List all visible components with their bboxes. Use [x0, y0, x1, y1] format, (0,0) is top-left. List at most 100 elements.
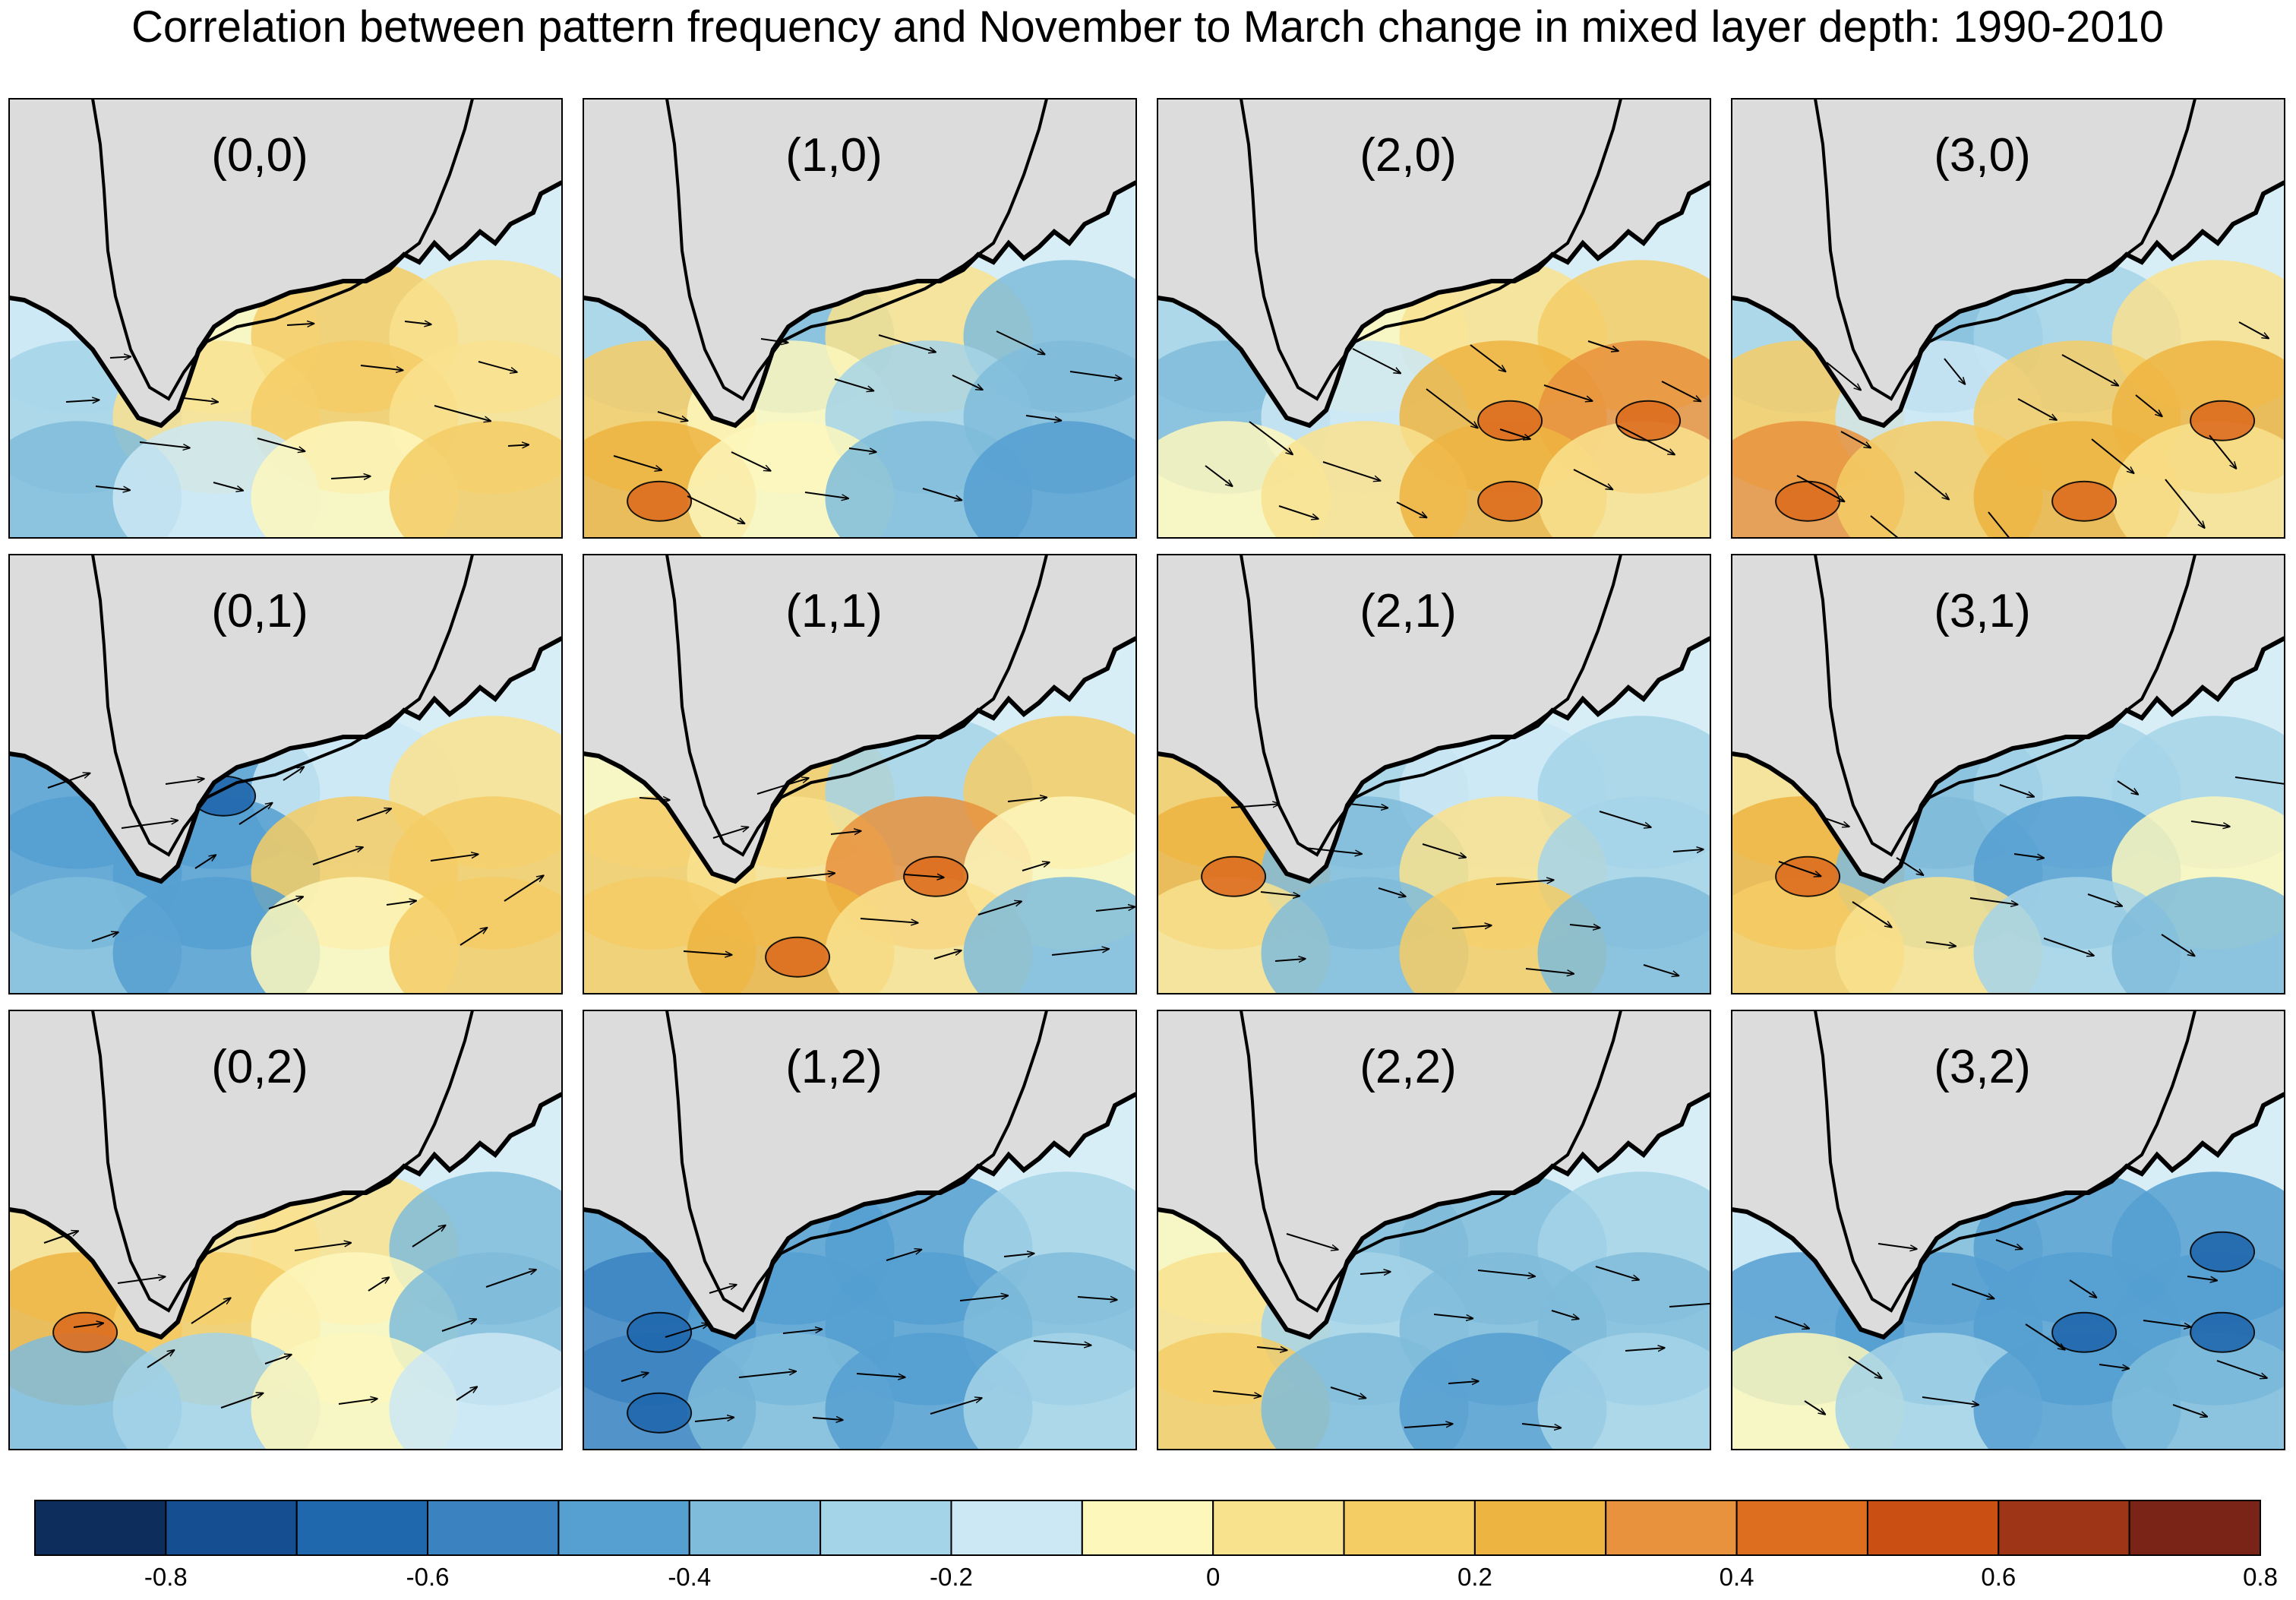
wind-arrow [1595, 1266, 1639, 1280]
colorbar-swatch [1081, 1500, 1214, 1556]
panel-label: (1,1) [785, 585, 882, 637]
wind-arrow [1521, 1423, 1561, 1428]
colorbar-tick-label: -0.4 [668, 1563, 711, 1591]
coastline [583, 636, 1136, 884]
panel-label: (0,0) [211, 129, 308, 182]
map-panel: (2,1) [1157, 554, 1711, 994]
map-panel: (0,2) [8, 1010, 563, 1450]
map-content [9, 555, 562, 994]
map-panel: (2,2) [1157, 1010, 1711, 1450]
map-content [1732, 555, 2285, 994]
map-panel: (2,0) [1157, 98, 1711, 539]
panel-label: (1,0) [785, 129, 882, 182]
correlation-patch [1537, 877, 1710, 994]
wind-arrow [1426, 388, 1478, 428]
wind-arrow [2043, 938, 2094, 956]
colorbar-swatch [1998, 1500, 2130, 1556]
wind-arrow [1212, 1390, 1261, 1396]
wind-arrow [65, 400, 99, 402]
panel-border [8, 98, 563, 539]
significance-contour [765, 936, 831, 978]
wind-arrow [2117, 780, 2138, 795]
wind-arrow [1003, 1254, 1034, 1257]
coastline-inner [665, 555, 1048, 857]
colorbar-swatch [1605, 1500, 1738, 1556]
wind-arrow [1278, 505, 1319, 519]
colorbar-tick-label: -0.2 [930, 1563, 973, 1591]
significance-contour [2190, 1231, 2256, 1273]
wind-arrow [109, 356, 131, 358]
colorbar-swatch [1473, 1500, 1607, 1556]
wind-arrow [756, 778, 809, 795]
wind-arrow [856, 1373, 905, 1377]
wind-arrow [933, 950, 962, 960]
coastline-inner [1240, 1010, 1622, 1313]
wind-arrow [434, 405, 491, 421]
map-panel: (1,1) [583, 554, 1137, 994]
wind-arrow [1451, 925, 1492, 928]
coastline-inner [1240, 555, 1622, 857]
colorbar-swatch [1866, 1500, 2000, 1556]
wind-arrow [147, 1350, 174, 1368]
wind-arrow [1477, 1270, 1535, 1276]
map-content [583, 555, 1136, 994]
colorbar-swatch [557, 1500, 690, 1556]
wind-arrow [1256, 1347, 1287, 1350]
map-panel: (1,0) [583, 98, 1137, 539]
correlation-patch [2111, 1333, 2285, 1450]
wind-arrow [2234, 776, 2285, 785]
wind-arrow [47, 773, 90, 789]
coastline [583, 1092, 1136, 1340]
greenland-land [1732, 99, 2285, 425]
wind-arrow [2209, 435, 2236, 469]
wind-arrow [1870, 515, 1900, 538]
wind-arrow [268, 896, 303, 909]
wind-arrow [1543, 384, 1593, 401]
wind-arrow [1448, 1381, 1479, 1383]
panel-label: (3,1) [1934, 585, 2030, 637]
wind-arrow [338, 1399, 377, 1405]
coastline-inner [1814, 99, 2197, 401]
wind-arrow [1525, 968, 1574, 974]
colorbar-swatch [820, 1500, 952, 1556]
wind-arrow [1922, 1396, 1979, 1405]
wind-arrow [804, 492, 848, 498]
wind-arrow [95, 485, 130, 490]
panel-border [1157, 98, 1711, 539]
map-content [1157, 1010, 1710, 1450]
wind-arrow [2165, 479, 2205, 528]
map-panel: (0,1) [8, 554, 563, 994]
coastline [583, 180, 1136, 428]
colorbar-tick-label: 0.2 [1458, 1563, 1492, 1591]
figure-title: Correlation between pattern frequency an… [131, 2, 2164, 52]
wind-arrow [1848, 1356, 1881, 1378]
significance-contour [2190, 400, 2256, 441]
wind-arrow [183, 397, 218, 402]
wind-arrow [613, 455, 662, 470]
panel-label: (3,2) [1934, 1041, 2030, 1093]
wind-arrow [657, 411, 687, 421]
wind-arrow [73, 1323, 103, 1328]
wind-arrow [1804, 1400, 1825, 1415]
wind-arrow [1348, 803, 1388, 808]
wind-arrow [368, 1277, 389, 1292]
wind-arrow [1095, 907, 1135, 912]
wind-arrow [683, 950, 732, 955]
wind-arrow [504, 876, 544, 902]
wind-arrow [139, 441, 190, 448]
coastline [1732, 636, 2285, 884]
wind-arrow [1007, 798, 1047, 802]
wind-arrow [1669, 1302, 1710, 1308]
panel-border [583, 98, 1137, 539]
wind-arrow [709, 1285, 737, 1294]
colorbar-tick-label: 0 [1206, 1563, 1220, 1591]
panel-border [583, 1010, 1137, 1450]
wind-arrow [404, 321, 431, 324]
wind-arrow [312, 847, 363, 865]
map-content [1732, 99, 2285, 538]
panel-border [8, 1010, 563, 1450]
wind-arrow [1778, 861, 1821, 876]
wind-arrow [1969, 897, 2017, 905]
significance-contour [52, 1311, 118, 1353]
panel-border [8, 554, 563, 994]
